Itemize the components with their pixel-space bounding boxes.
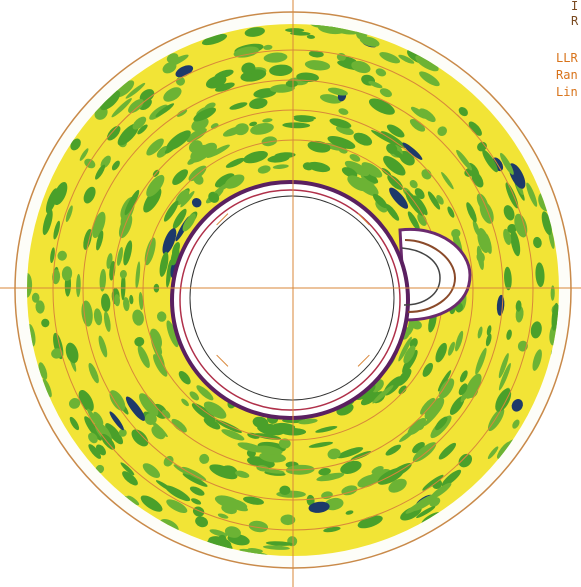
inner-hole bbox=[172, 182, 408, 418]
header-line: I bbox=[571, 0, 578, 13]
header-line: R bbox=[571, 14, 579, 28]
legend-line: Ran bbox=[556, 68, 578, 82]
legend-line: LLR bbox=[556, 51, 578, 65]
page: I R LLR Ran Lin (() => { const data = JS… bbox=[0, 0, 581, 587]
radar-display: I R LLR Ran Lin bbox=[0, 0, 581, 587]
echo-blotch bbox=[286, 80, 298, 87]
legend-line: Lin bbox=[556, 85, 578, 99]
